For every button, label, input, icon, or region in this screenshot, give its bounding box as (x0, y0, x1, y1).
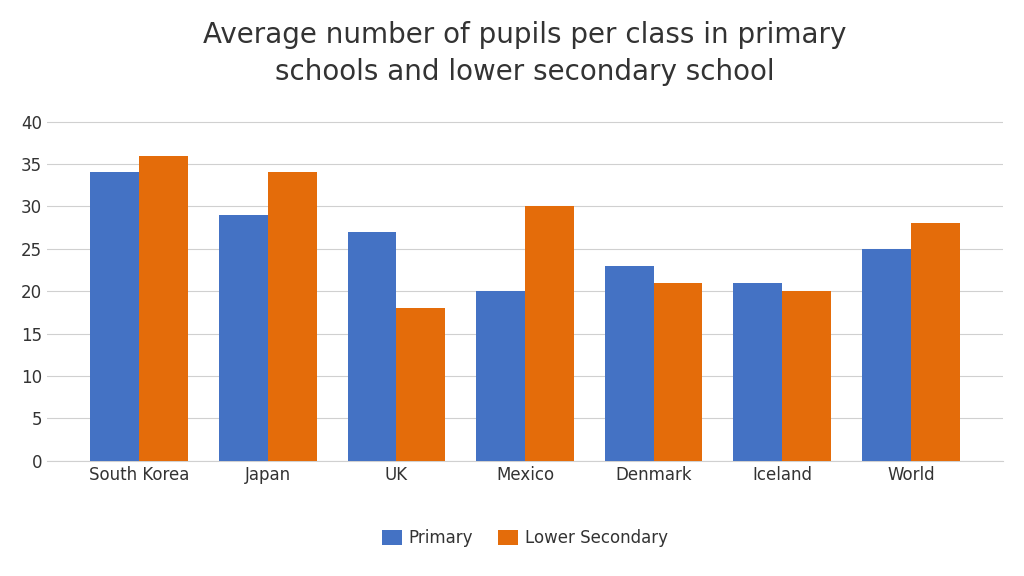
Bar (267, 172, 316, 461)
Bar (396, 308, 445, 461)
Bar (347, 232, 396, 461)
Bar (219, 215, 267, 461)
Bar (605, 266, 653, 461)
Bar (653, 283, 702, 461)
Bar (910, 223, 959, 461)
Legend: Primary, Lower Secondary: Primary, Lower Secondary (376, 522, 675, 554)
Bar (476, 291, 525, 461)
Bar (139, 156, 188, 461)
Bar (525, 206, 573, 461)
Bar (733, 283, 782, 461)
Bar (782, 291, 831, 461)
Bar (862, 249, 910, 461)
Bar (90, 172, 139, 461)
Title: Average number of pupils per class in primary
schools and lower secondary school: Average number of pupils per class in pr… (204, 21, 847, 86)
